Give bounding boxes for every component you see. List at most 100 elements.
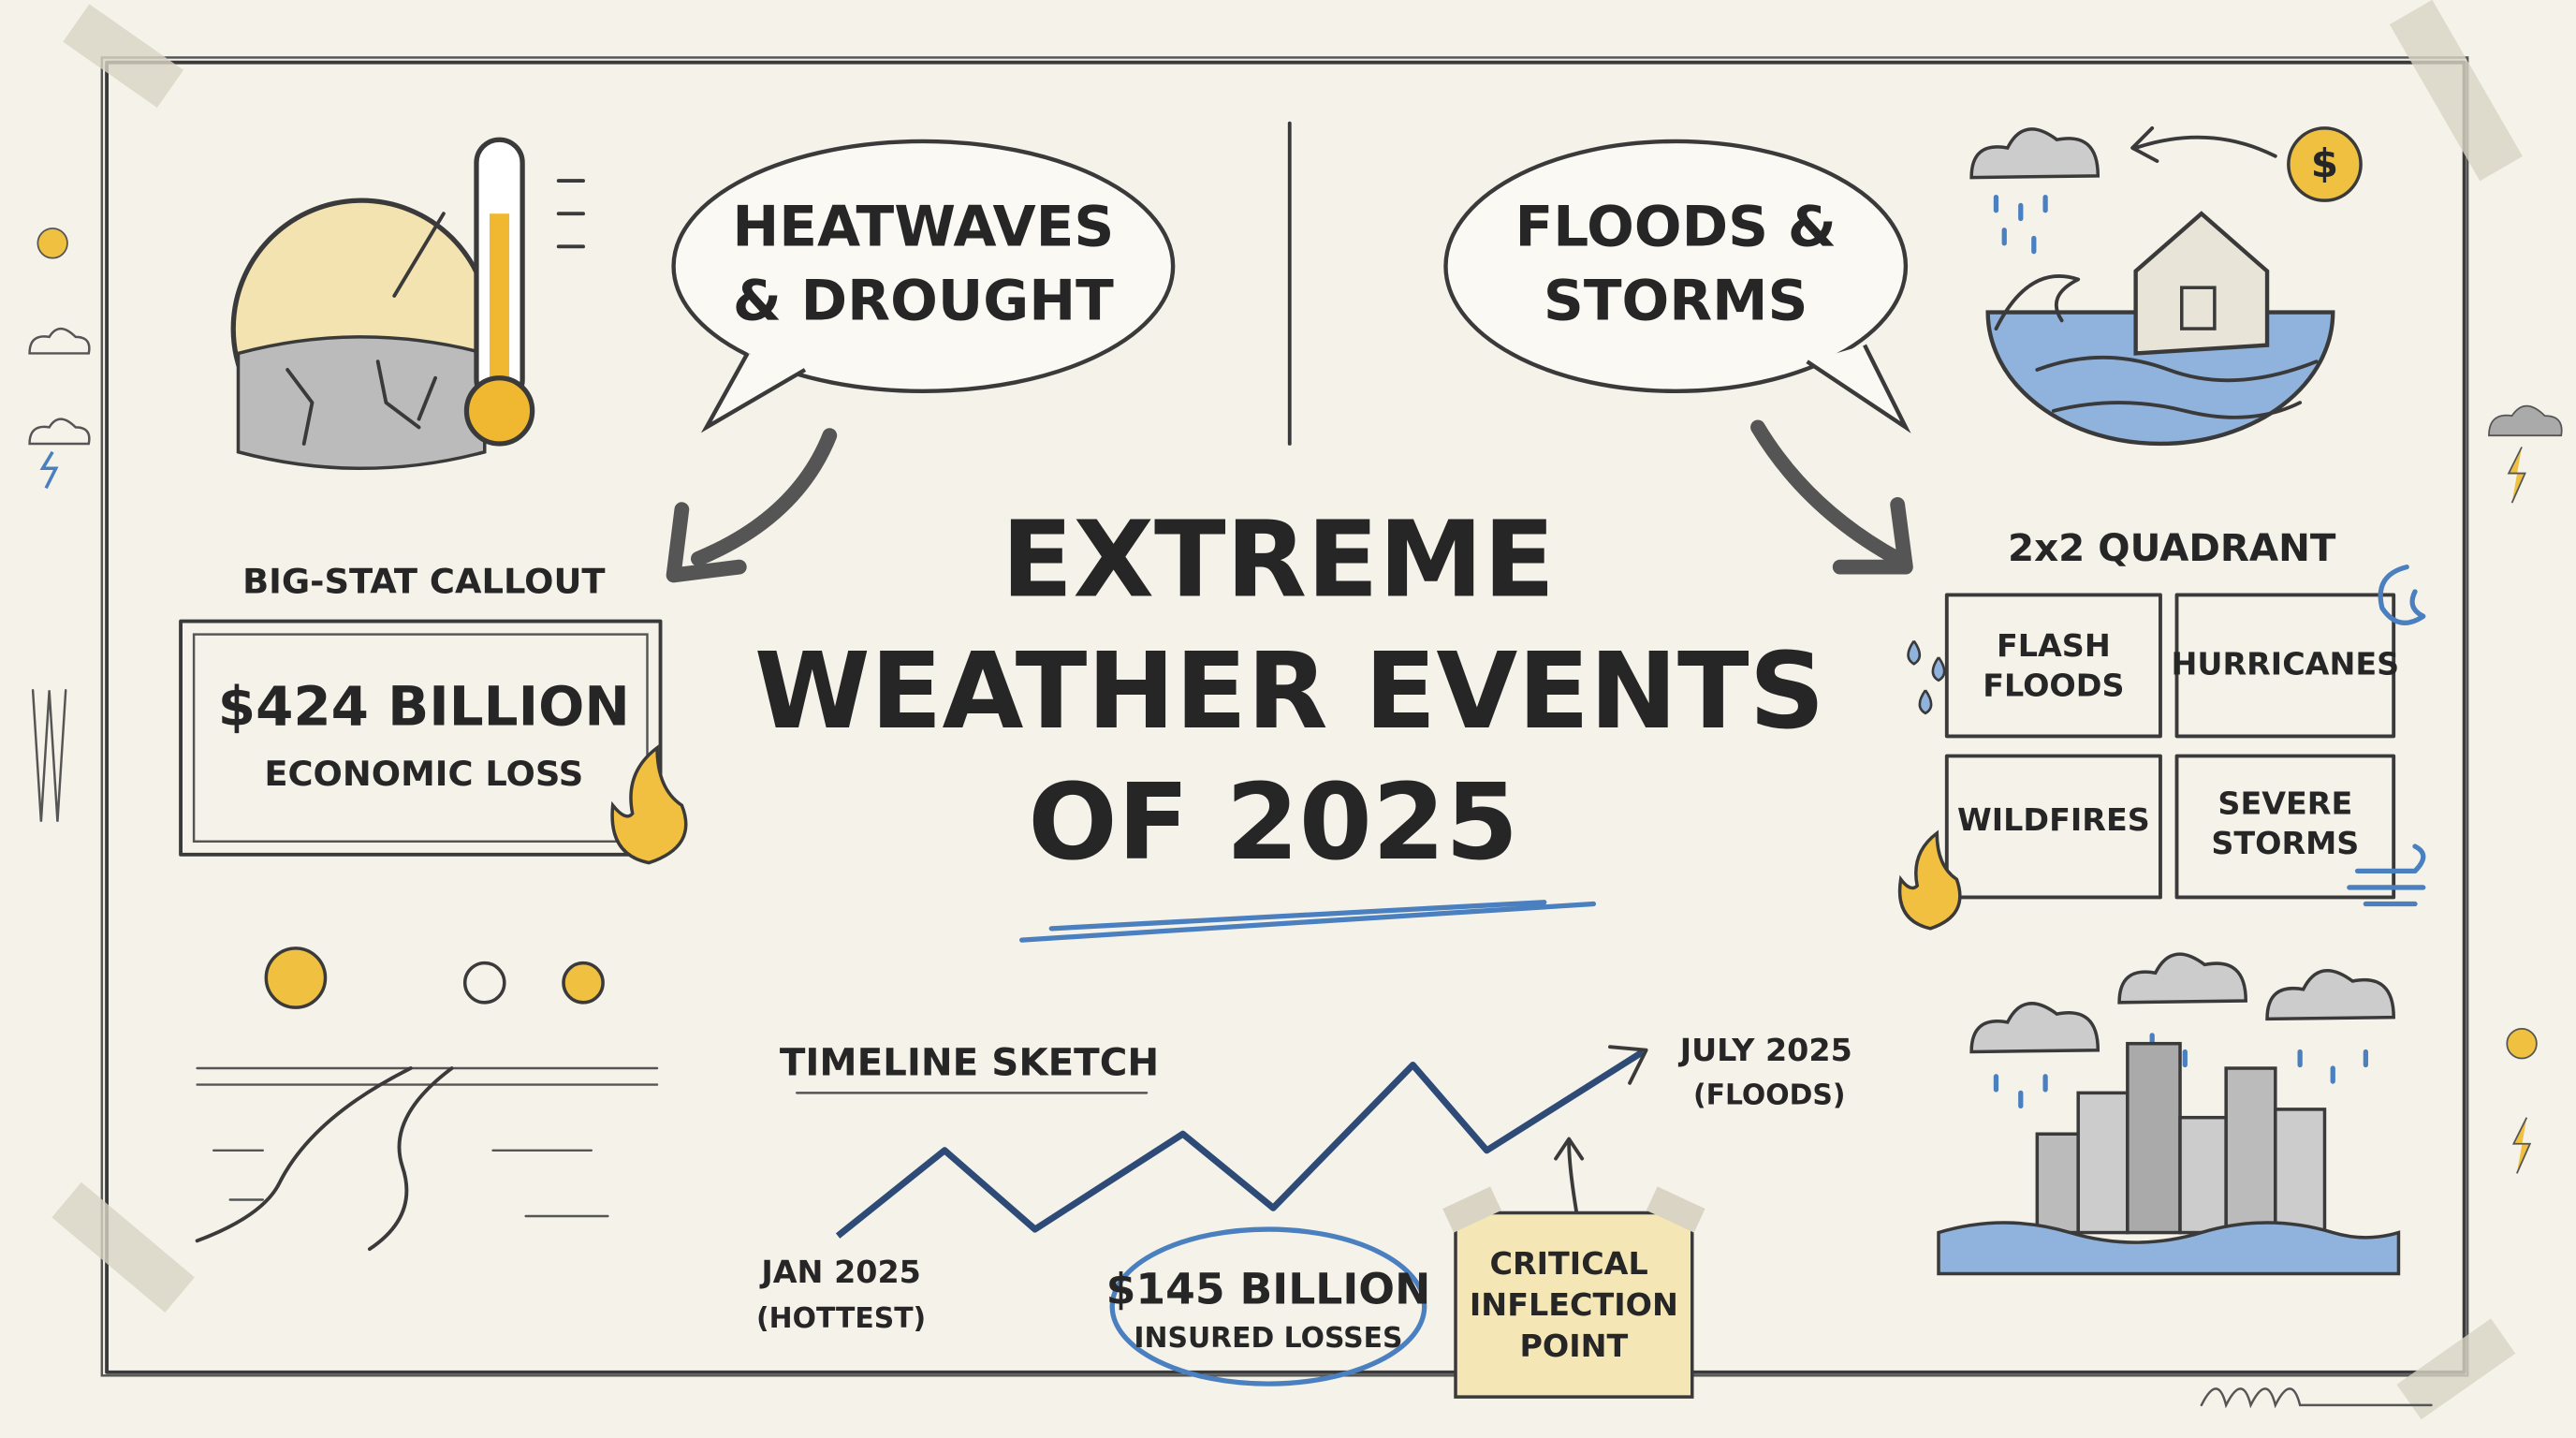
timeline-end-label: JULY 2025 <box>1678 1032 1852 1068</box>
flame-icon <box>1897 829 1962 931</box>
quadrant-label: SEVERE <box>2217 785 2352 822</box>
cloud-icon <box>2488 404 2563 437</box>
cloud-icon <box>28 327 91 355</box>
quadrant-cell <box>1944 593 2162 739</box>
building <box>2274 1108 2327 1235</box>
bubble-text: FLOODS & <box>1515 195 1837 259</box>
wind-icon <box>2347 844 2426 907</box>
quadrant-cell <box>1944 754 2162 900</box>
house-door <box>2180 286 2217 330</box>
tape <box>51 1181 195 1313</box>
riverbed <box>195 1066 454 1252</box>
thermometer-scale <box>556 179 585 249</box>
callout-value: $145 BILLION <box>1106 1264 1431 1313</box>
callout-circle <box>1109 1226 1427 1387</box>
arrow <box>1750 419 1913 575</box>
tape <box>1646 1186 1705 1233</box>
cloud-icon <box>2117 952 2247 1005</box>
title-underline <box>1019 900 1597 943</box>
main-title: EXTREME <box>1002 499 1556 621</box>
currency-symbol: $ <box>2311 140 2338 186</box>
hurricane-icon <box>2378 564 2426 625</box>
sun-icon <box>562 961 605 1005</box>
building <box>2126 1041 2182 1235</box>
quadrant-label: STORMS <box>2211 825 2359 861</box>
sun-icon <box>37 227 68 259</box>
timeline-start-note: (HOTTEST) <box>756 1302 926 1335</box>
heat-icon <box>230 137 585 470</box>
building <box>2076 1091 2130 1235</box>
sticky-note-text: CRITICAL <box>1490 1245 1648 1282</box>
drought-landscape <box>195 946 659 1252</box>
note-arrow <box>1554 1137 1585 1218</box>
sun-icon <box>2506 1028 2538 1060</box>
callout-caption: INSURED LOSSES <box>1134 1322 1402 1355</box>
building <box>2178 1115 2228 1235</box>
scribble <box>31 689 67 822</box>
arrow <box>666 428 838 583</box>
timeline-arrowhead <box>1608 1045 1648 1085</box>
quadrant-label: FLASH <box>1997 627 2111 664</box>
timeline-title: TIMELINE SKETCH <box>780 1041 1159 1085</box>
quadrant-cell <box>2174 754 2396 900</box>
bolt-icon <box>39 450 59 490</box>
quadrant-label: WILDFIRES <box>1957 801 2150 838</box>
main-title: WEATHER EVENTS <box>754 631 1825 753</box>
flame-icon <box>610 744 688 865</box>
gauge-needle <box>392 212 446 298</box>
callout-label: BIG-STAT CALLOUT <box>242 562 605 602</box>
signature <box>2200 1387 2433 1409</box>
building <box>2224 1066 2277 1235</box>
cloud-icon <box>28 418 91 446</box>
sticky-note-text: INFLECTION <box>1470 1286 1678 1323</box>
frame-sketch <box>100 56 2469 1377</box>
house <box>2133 211 2270 356</box>
quadrant-label: HURRICANES <box>2171 645 2399 682</box>
sun-icon <box>462 961 506 1005</box>
margin-doodles <box>28 227 2563 1409</box>
sun-icon <box>264 946 328 1009</box>
cloud-icon <box>1969 1002 2100 1054</box>
cloud-icon <box>1969 127 2100 180</box>
cloud-icon <box>2265 968 2395 1021</box>
timeline-start-label: JAN 2025 <box>759 1254 921 1290</box>
quadrant-label: FLOODS <box>1983 667 2124 703</box>
stat-value: $424 BILLION <box>218 674 630 738</box>
tape <box>2389 0 2523 182</box>
flood-icon: $ <box>1969 125 2363 447</box>
bolt-icon <box>2507 447 2526 504</box>
thermometer-bulb <box>463 375 535 447</box>
cracks <box>212 1149 609 1218</box>
speech-bubble <box>1443 139 1909 393</box>
sticky-note-text: POINT <box>1519 1328 1628 1364</box>
speech-bubble-tail <box>700 352 807 433</box>
bubble-text: STORMS <box>1544 269 1808 333</box>
flood-water <box>1937 1221 2401 1276</box>
timeline-line <box>835 1049 1645 1239</box>
bubble-text: HEATWAVES <box>732 195 1114 259</box>
stat-caption: ECONOMIC LOSS <box>264 754 583 794</box>
speech-bubble <box>671 139 1176 393</box>
raindrops-icon <box>1907 639 1946 715</box>
cracked-earth <box>236 335 487 470</box>
thermometer-mercury <box>490 213 510 404</box>
cracks <box>285 360 438 446</box>
bubble-text: & DROUGHT <box>733 269 1114 333</box>
coin-bubble <box>2287 126 2363 202</box>
tape <box>2396 1318 2516 1420</box>
building <box>2035 1132 2080 1235</box>
stat-box-inner <box>192 633 649 844</box>
rain <box>1993 195 2048 255</box>
quadrant-cell <box>2174 593 2396 739</box>
timeline-end-note: (FLOODS) <box>1693 1078 1846 1111</box>
bolt-icon <box>2511 1117 2532 1174</box>
speech-bubble-tail <box>1806 344 1911 433</box>
quadrant-title: 2x2 QUADRANT <box>2008 526 2336 570</box>
tape <box>1442 1186 1501 1233</box>
frame <box>105 60 2466 1374</box>
wave-lines <box>1994 274 2319 419</box>
city-icon <box>1937 952 2401 1276</box>
